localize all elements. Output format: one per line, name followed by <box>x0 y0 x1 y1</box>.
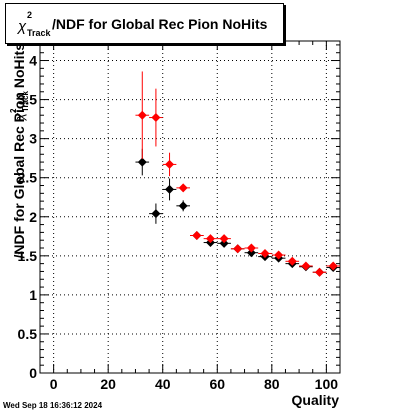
y-tick-label: 1 <box>29 287 37 303</box>
x-axis-title: Quality <box>292 392 340 408</box>
y-tick-labels: 0 0.5 1 1.5 2 2.5 3 3.5 4 <box>18 53 38 381</box>
y-axis-chi-symbol: χ <box>12 112 27 121</box>
title-chi-subscript: Track <box>27 28 51 38</box>
data-points <box>135 71 340 277</box>
data-point-marker <box>178 183 188 193</box>
data-point-marker <box>192 231 202 241</box>
data-point-marker <box>301 261 311 271</box>
y-tick-label: 3.5 <box>18 92 38 108</box>
data-point-marker <box>137 110 147 120</box>
grid <box>40 41 340 373</box>
plot-frame <box>39 40 341 374</box>
y-tick-label: 0 <box>29 365 37 381</box>
data-point-marker <box>246 248 256 258</box>
data-point-marker <box>274 250 284 260</box>
y-axis-title-chi: χ 2 Track <box>9 91 30 121</box>
x-tick-label: 100 <box>315 376 339 392</box>
y-tick-label: 1.5 <box>18 248 38 264</box>
date-stamp: Wed Sep 18 16:36:12 2024 <box>3 401 103 410</box>
data-point-marker <box>287 256 297 266</box>
data-point-marker <box>315 267 325 277</box>
data-point-marker <box>205 234 215 244</box>
data-point-marker <box>246 243 256 253</box>
data-point-marker <box>137 157 147 167</box>
data-point-marker <box>219 234 229 244</box>
title-chi-superscript: 2 <box>27 10 33 20</box>
chart-title: /NDF for Global Rec Pion NoHits <box>52 16 268 32</box>
x-tick-labels: 0 20 40 60 80 100 <box>50 376 339 392</box>
x-tick-label: 60 <box>209 376 225 392</box>
data-point-marker <box>151 209 161 219</box>
data-point-marker <box>165 159 175 169</box>
data-point-marker <box>233 244 243 254</box>
y-axis-title-rest: /NDF for Global Rec Pion NoHits <box>11 43 27 259</box>
y-tick-label: 2 <box>29 209 37 225</box>
x-tick-label: 20 <box>100 376 116 392</box>
chart-title-box: χ 2 Track /NDF for Global Rec Pion NoHit… <box>5 3 284 44</box>
y-tick-label: 0.5 <box>18 326 38 342</box>
x-tick-label: 40 <box>155 376 171 392</box>
y-axis-chi-sup: 2 <box>9 108 18 113</box>
y-tick-label: 3 <box>29 131 37 147</box>
data-point-marker <box>165 184 175 194</box>
series-1 <box>135 71 340 277</box>
data-point-marker <box>219 238 229 248</box>
y-axis-chi-sub: Track <box>21 91 30 112</box>
data-point-marker <box>151 113 161 123</box>
data-point-marker <box>260 248 270 258</box>
data-point-marker <box>328 261 338 271</box>
data-point-marker <box>178 201 188 211</box>
title-chi-symbol: χ <box>18 18 27 35</box>
x-tick-label: 0 <box>50 376 58 392</box>
y-tick-label: 4 <box>29 53 37 69</box>
y-tick-label: 2.5 <box>18 170 38 186</box>
x-tick-label: 80 <box>264 376 280 392</box>
y-axis-title: /NDF for Global Rec Pion NoHits <box>11 43 27 259</box>
